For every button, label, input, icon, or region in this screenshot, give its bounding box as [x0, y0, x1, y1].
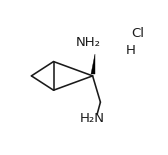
- Text: Cl: Cl: [131, 27, 144, 40]
- Text: H₂N: H₂N: [79, 112, 104, 125]
- Polygon shape: [91, 54, 95, 74]
- Text: NH₂: NH₂: [76, 36, 101, 49]
- Text: H: H: [126, 44, 136, 57]
